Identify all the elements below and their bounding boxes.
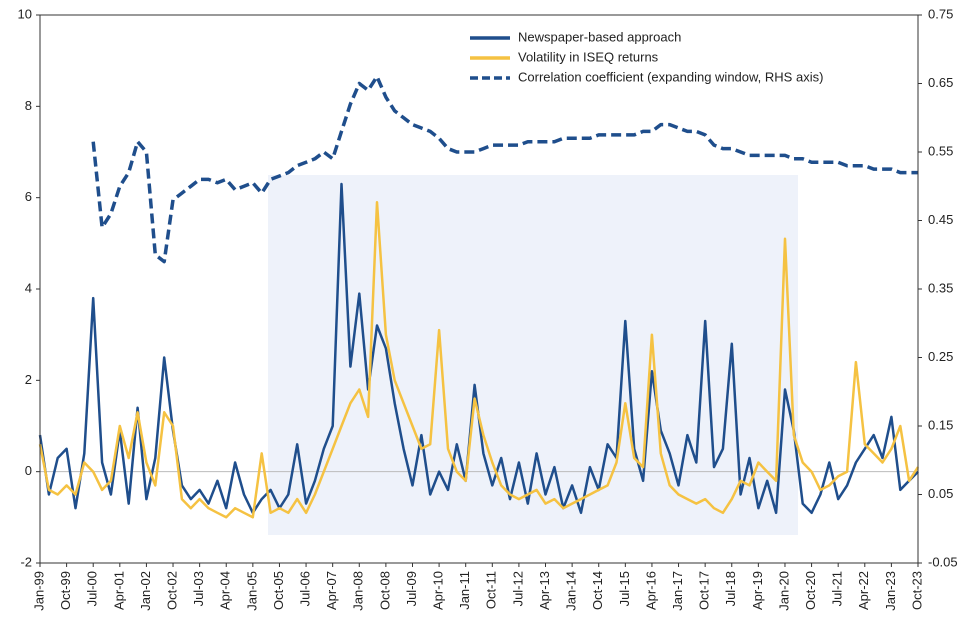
y2-tick-label: 0.25 — [928, 349, 953, 364]
y2-tick-label: 0.65 — [928, 75, 953, 90]
x-tick-label: Apr-04 — [218, 571, 233, 610]
y-tick-label: 4 — [25, 280, 32, 295]
x-tick-label: Oct-02 — [164, 571, 179, 610]
y2-tick-label: 0.35 — [928, 280, 953, 295]
x-tick-label: Oct-05 — [271, 571, 286, 610]
y2-tick-label: 0.55 — [928, 143, 953, 158]
x-tick-label: Jan-05 — [244, 571, 259, 611]
x-tick-label: Jul-18 — [723, 571, 738, 606]
x-tick-label: Jan-20 — [776, 571, 791, 611]
y2-tick-label: 0.05 — [928, 486, 953, 501]
x-tick-label: Jan-23 — [883, 571, 898, 611]
x-tick-label: Oct-08 — [377, 571, 392, 610]
x-tick-label: Oct-14 — [590, 571, 605, 610]
x-tick-label: Jul-06 — [297, 571, 312, 606]
x-tick-label: Oct-23 — [909, 571, 924, 610]
y-tick-label: 10 — [18, 6, 32, 21]
x-tick-label: Jul-09 — [404, 571, 419, 606]
series-line — [91, 74, 918, 264]
legend-label: Newspaper-based approach — [518, 29, 681, 44]
x-tick-label: Jul-21 — [830, 571, 845, 606]
y-tick-label: -2 — [20, 554, 32, 569]
x-tick-label: Apr-16 — [643, 571, 658, 610]
legend-label: Volatility in ISEQ returns — [518, 49, 659, 64]
x-tick-label: Jan-08 — [351, 571, 366, 611]
y2-tick-label: 0.45 — [928, 212, 953, 227]
x-tick-label: Oct-11 — [484, 571, 499, 609]
x-tick-label: Jan-17 — [670, 571, 685, 611]
x-tick-label: Jul-12 — [510, 571, 525, 606]
y2-tick-label: -0.05 — [928, 554, 958, 569]
y-tick-label: 6 — [25, 189, 32, 204]
x-tick-label: Apr-01 — [111, 571, 126, 610]
y-tick-label: 0 — [25, 463, 32, 478]
x-tick-label: Jan-02 — [138, 571, 153, 611]
x-tick-label: Apr-22 — [856, 571, 871, 610]
plot-area — [38, 74, 920, 519]
x-tick-label: Jul-00 — [85, 571, 100, 606]
y-tick-label: 2 — [25, 372, 32, 387]
x-tick-label: Jul-15 — [617, 571, 632, 606]
x-tick-label: Oct-20 — [803, 571, 818, 610]
y2-tick-label: 0.75 — [928, 6, 953, 21]
legend: Newspaper-based approach Volatility in IS… — [470, 29, 823, 84]
y2-tick-label: 0.15 — [928, 417, 953, 432]
legend-label: Correlation coefficient (expanding windo… — [518, 69, 823, 84]
x-tick-label: Jan-14 — [564, 571, 579, 611]
y-tick-label: 8 — [25, 98, 32, 113]
x-tick-label: Jan-11 — [457, 571, 472, 610]
series-line — [38, 200, 920, 519]
x-tick-label: Jan-99 — [31, 571, 46, 611]
x-tick-label: Oct-99 — [58, 571, 73, 610]
x-tick-label: Apr-13 — [537, 571, 552, 610]
x-tick-label: Apr-07 — [324, 571, 339, 610]
x-tick-label: Apr-10 — [431, 571, 446, 610]
x-tick-label: Apr-19 — [750, 571, 765, 610]
x-tick-label: Jul-03 — [191, 571, 206, 606]
x-tick-label: Oct-17 — [697, 571, 712, 610]
